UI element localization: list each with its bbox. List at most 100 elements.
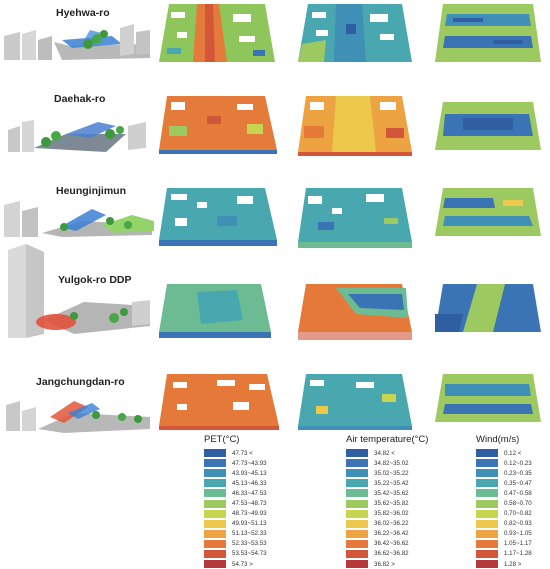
legend-swatch xyxy=(346,499,368,508)
legend-label: 52.33~53.53 xyxy=(232,540,267,548)
legend-wind-row: 0.82~0.93 xyxy=(476,519,532,529)
legend-pet-row: 48.73~49.93 xyxy=(204,509,267,519)
legend-label: 36.42~36.62 xyxy=(374,540,409,548)
legend-swatch xyxy=(476,509,498,518)
legend-swatch xyxy=(476,459,498,468)
legend-pet-row: 54.73 > xyxy=(204,559,267,569)
legend-wind-row: 0.58~0.70 xyxy=(476,498,532,508)
pet-map-yulgok xyxy=(157,284,273,338)
legend-swatch xyxy=(346,519,368,528)
legend-swatch xyxy=(476,449,498,458)
wind-map-hyehwa xyxy=(433,4,543,64)
legend-label: 36.62~36.82 xyxy=(374,550,409,558)
legend-label: 0.82~0.93 xyxy=(504,520,532,528)
legend-label: 49.93~51.13 xyxy=(232,520,267,528)
legend-wind-row: 1.17~1.28 xyxy=(476,549,532,559)
legend-air-row: 36.22~36.42 xyxy=(346,529,428,539)
legend-swatch xyxy=(476,539,498,548)
street-title-daehak: Daehak-ro xyxy=(54,93,106,105)
legend-pet-row: 53.53~54.73 xyxy=(204,549,267,559)
legend-label: 36.22~36.42 xyxy=(374,530,409,538)
legend-wind-row: 1.28 > xyxy=(476,559,532,569)
legend-pet-row: 47.73 < xyxy=(204,448,267,458)
legend-label: 35.02~35.22 xyxy=(374,469,409,477)
street-model-heunginjimun xyxy=(2,197,154,239)
legend-swatch xyxy=(204,499,226,508)
legend-swatch xyxy=(204,529,226,538)
legend-air-row: 35.02~35.22 xyxy=(346,468,428,478)
legend-swatch xyxy=(204,549,226,558)
legend-air-row: 34.82 < xyxy=(346,448,428,458)
pet-map-daehak xyxy=(157,96,279,154)
legend-swatch xyxy=(476,560,498,569)
air-map-heunginjimun xyxy=(296,188,414,248)
legend-swatch xyxy=(476,519,498,528)
legend-pet-row: 45.13~46.33 xyxy=(204,478,267,488)
legend-label: 47.73 < xyxy=(232,449,253,457)
legend-swatch xyxy=(346,469,368,478)
legend-swatch xyxy=(346,459,368,468)
legend-swatch xyxy=(476,469,498,478)
legend-label: 35.82~36.02 xyxy=(374,510,409,518)
legend-label: 36.02~36.22 xyxy=(374,520,409,528)
street-title-heunginjimun: Heunginjimun xyxy=(56,185,126,197)
legend-swatch xyxy=(346,549,368,558)
legend-label: 0.35~0.47 xyxy=(504,479,532,487)
pet-map-hyehwa xyxy=(157,4,277,64)
legend-label: 51.13~52.33 xyxy=(232,530,267,538)
legend-label: 35.62~35.82 xyxy=(374,500,409,508)
legend-pet: PET(°C) 47.73 < 47.73~43.93 43.93~45.13 45.… xyxy=(204,434,267,569)
street-title-hyehwa: Hyehwa-ro xyxy=(56,7,110,19)
legend-swatch xyxy=(204,519,226,528)
legend-label: 43.93~45.13 xyxy=(232,469,267,477)
legend-swatch xyxy=(204,509,226,518)
legend-air-row: 36.82 > xyxy=(346,559,428,569)
legend-label: 53.53~54.73 xyxy=(232,550,267,558)
legend-wind-row: 0.12~0.23 xyxy=(476,458,532,468)
legend-label: 35.22~35.42 xyxy=(374,479,409,487)
legend-air-title: Air temperature(°C) xyxy=(346,434,429,445)
legend-label: 0.58~0.70 xyxy=(504,500,532,508)
legend-label: 34.82 < xyxy=(374,449,395,457)
street-title-yulgok: Yulgok-ro DDP xyxy=(58,274,132,286)
legend-swatch xyxy=(346,449,368,458)
legend-air: Air temperature(°C) 34.82 < 34.82~35.02 35… xyxy=(346,434,428,569)
pet-map-heunginjimun xyxy=(157,188,279,246)
legend-wind-row: 0.23~0.35 xyxy=(476,468,532,478)
legend-label: 47.53~48.73 xyxy=(232,500,267,508)
street-title-jangchungdan: Jangchungdan-ro xyxy=(36,376,125,388)
legend-pet-row: 47.73~43.93 xyxy=(204,458,267,468)
legend-air-row: 35.82~36.02 xyxy=(346,509,428,519)
street-model-daehak xyxy=(6,112,151,154)
legend-swatch xyxy=(204,560,226,569)
legend-wind-row: 0.12 < xyxy=(476,448,532,458)
legend-label: 0.12 < xyxy=(504,449,522,457)
legend-air-row: 36.42~36.62 xyxy=(346,539,428,549)
wind-map-daehak xyxy=(433,102,543,152)
legend-swatch xyxy=(204,539,226,548)
legend-air-row: 35.42~35.62 xyxy=(346,488,428,498)
legend-swatch xyxy=(204,479,226,488)
wind-map-jangchungdan xyxy=(433,374,543,426)
legend-wind-title: Wind(m/s) xyxy=(476,434,520,445)
legend-swatch xyxy=(476,549,498,558)
legend-swatch xyxy=(476,529,498,538)
street-model-jangchungdan xyxy=(4,393,152,435)
legend-wind-row: 0.93~1.05 xyxy=(476,529,532,539)
legend-pet-row: 52.33~53.53 xyxy=(204,539,267,549)
legend-pet-row: 51.13~52.33 xyxy=(204,529,267,539)
legend-swatch xyxy=(346,539,368,548)
legend-wind-row: 1.05~1.17 xyxy=(476,539,532,549)
air-map-hyehwa xyxy=(296,4,414,64)
legend-air-row: 34.82~35.02 xyxy=(346,458,428,468)
pet-map-jangchungdan xyxy=(157,374,281,430)
wind-map-yulgok xyxy=(433,284,543,336)
legend-pet-row: 46.33~47.53 xyxy=(204,488,267,498)
legend-label: 35.42~35.62 xyxy=(374,489,409,497)
legend-swatch xyxy=(346,560,368,569)
legend-air-row: 36.02~36.22 xyxy=(346,519,428,529)
legend-label: 0.70~0.82 xyxy=(504,510,532,518)
legend-swatch xyxy=(204,449,226,458)
legend-wind-row: 0.70~0.82 xyxy=(476,509,532,519)
wind-map-heunginjimun xyxy=(433,188,543,240)
